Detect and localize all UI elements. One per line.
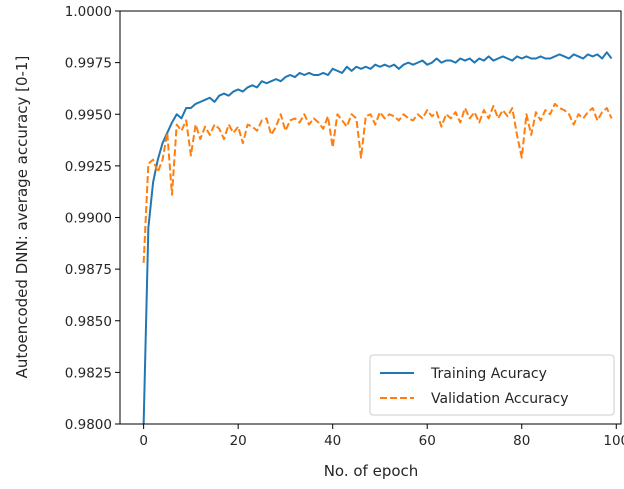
legend-label-validation: Validation Accuracy <box>431 391 569 407</box>
y-tick-label: 0.9850 <box>65 314 112 330</box>
x-tick-label: 20 <box>230 433 247 449</box>
x-tick-label: 40 <box>324 433 341 449</box>
legend-box <box>369 354 615 416</box>
series-line-training <box>142 51 613 424</box>
y-tick-label: 0.9800 <box>65 417 112 433</box>
y-tick-label: 0.9875 <box>65 262 112 278</box>
y-tick-label: 0.9950 <box>65 107 112 123</box>
y-axis-ticks: 0.9800 0.9825 0.9850 0.9875 0.9900 0.9925 0.99… <box>65 4 120 433</box>
series-layer <box>142 51 613 424</box>
series-line-validation <box>142 102 613 263</box>
x-tick-label: 80 <box>513 433 530 449</box>
y-tick-label: 0.9925 <box>65 159 112 175</box>
y-tick-label: 1.0000 <box>65 4 112 20</box>
y-axis-label: Autoencoded DNN: average accuracy [0-1] <box>13 56 31 379</box>
y-tick-label: 0.9900 <box>65 211 112 227</box>
x-axis-label: No. of epoch <box>324 462 419 480</box>
x-tick-label: 0 <box>139 433 148 449</box>
legend: Training Acuracy Validation Accuracy <box>369 354 615 416</box>
y-tick-label: 0.9825 <box>65 365 112 381</box>
x-tick-label: 100 <box>603 433 624 449</box>
x-axis-ticks: 0 20 40 60 80 100 <box>139 424 624 449</box>
x-tick-label: 60 <box>419 433 436 449</box>
legend-label-training: Training Acuracy <box>430 366 547 382</box>
y-tick-label: 0.9975 <box>65 56 112 72</box>
